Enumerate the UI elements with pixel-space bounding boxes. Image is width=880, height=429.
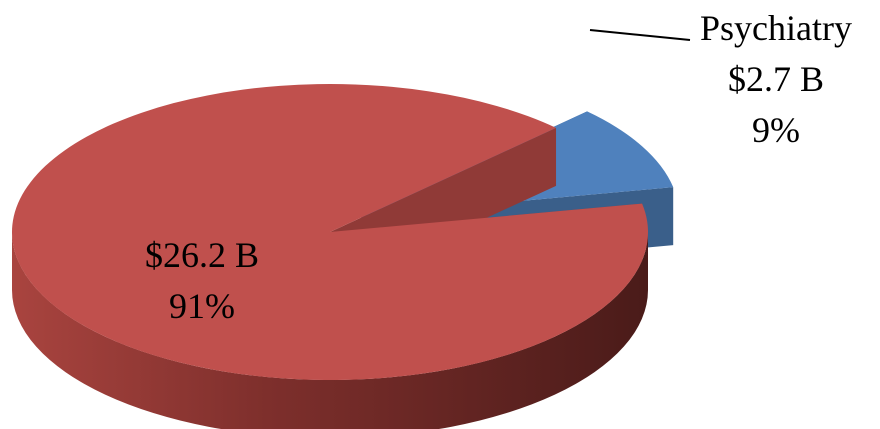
other-value-label: $26.2 B <box>145 235 259 275</box>
psychiatry-percent-label: 9% <box>752 110 800 150</box>
psychiatry-leader-line <box>589 29 691 41</box>
psychiatry-category-label: Psychiatry <box>700 8 852 48</box>
other-slice-wall <box>12 232 648 429</box>
other-slice-top <box>11 83 648 381</box>
other-percent-label: 91% <box>169 286 235 326</box>
psychiatry-value-label: $2.7 B <box>728 59 824 99</box>
